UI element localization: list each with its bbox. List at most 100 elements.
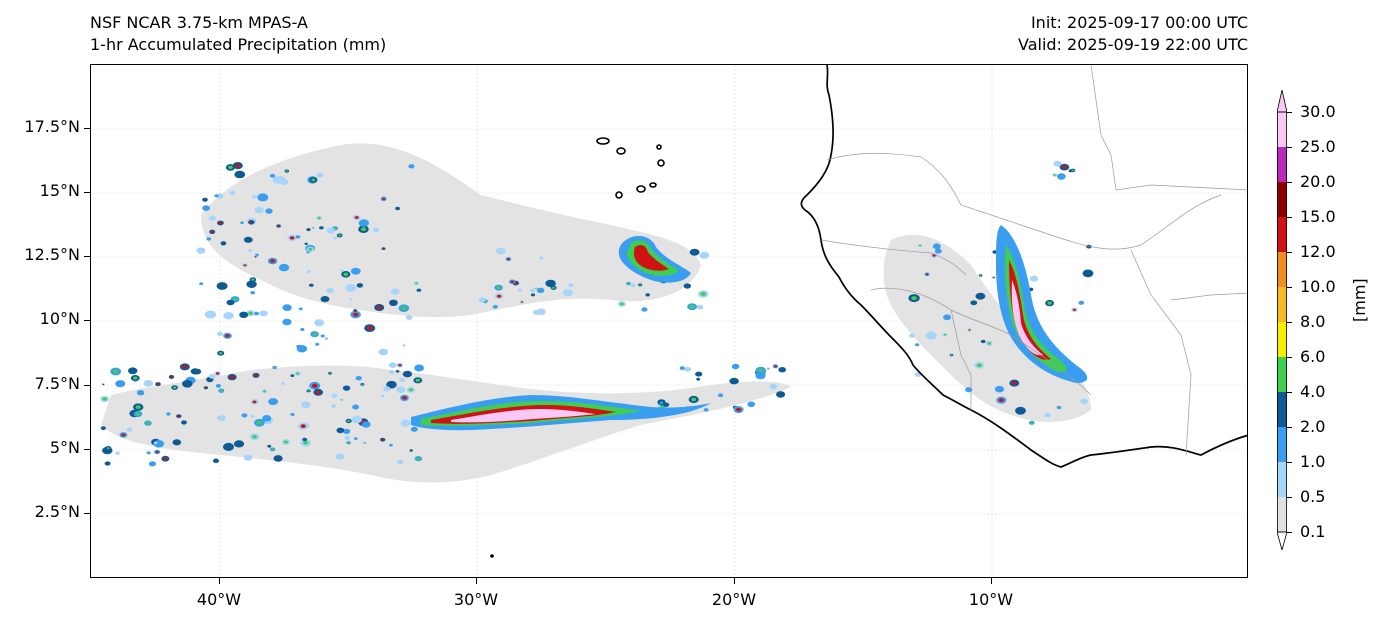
rain-cell xyxy=(240,221,244,225)
rain-cell-core xyxy=(932,254,936,257)
rain-cell-core xyxy=(338,234,342,237)
rain-cell-core xyxy=(520,301,524,303)
ytick-mark xyxy=(84,449,90,450)
cb-label: 10.0 xyxy=(1300,277,1336,296)
rain-cell-core xyxy=(979,274,982,276)
gridlines xyxy=(91,65,1247,577)
map-canvas xyxy=(91,65,1247,577)
rain-cell xyxy=(344,435,350,440)
rain-cell xyxy=(679,366,685,370)
rain-cell-core xyxy=(107,447,110,450)
ytick-mark xyxy=(84,192,90,193)
rain-cell xyxy=(388,362,397,368)
rain-cell-core xyxy=(398,364,402,367)
rain-cell xyxy=(395,206,400,211)
rain-cell-core xyxy=(976,363,982,368)
rain-cell xyxy=(234,170,246,179)
rain-cell xyxy=(208,374,216,379)
colorbar-segment xyxy=(1277,462,1287,497)
ytick-5n: 5°N xyxy=(49,438,80,457)
rain-cell-core xyxy=(273,366,276,369)
rain-cell-core xyxy=(361,383,364,386)
rain-cell xyxy=(333,236,338,240)
rain-cell xyxy=(717,393,724,398)
rain-cell-core xyxy=(232,297,238,301)
xtick-mark xyxy=(219,578,220,584)
cb-label: 15.0 xyxy=(1300,207,1336,226)
rain-cell xyxy=(143,380,154,387)
rain-cell xyxy=(214,194,219,198)
rain-cell xyxy=(326,227,336,234)
rain-cell xyxy=(695,371,703,377)
rain-cell xyxy=(699,251,710,259)
ytick-2-5n: 2.5°N xyxy=(34,502,80,521)
ytick-17-5n: 17.5°N xyxy=(24,117,80,136)
xtick-mark xyxy=(991,578,992,584)
rain-cell-core xyxy=(1071,169,1074,172)
rain-cell xyxy=(314,319,325,327)
rain-cell-core xyxy=(998,398,1004,403)
rain-cell xyxy=(389,370,394,374)
rain-cell xyxy=(233,440,245,448)
rain-cell-core xyxy=(228,165,233,169)
rain-cell xyxy=(755,371,766,380)
rain-cell-core xyxy=(1053,174,1056,176)
rain-cell-core xyxy=(919,244,922,247)
colorbar-tick xyxy=(1287,147,1292,148)
rain-cell xyxy=(268,398,278,406)
rain-cell xyxy=(331,404,337,408)
ytick-mark xyxy=(84,513,90,514)
rain-cell-core xyxy=(249,221,253,224)
ytick-mark xyxy=(84,256,90,257)
rain-cell xyxy=(243,454,253,461)
rain-cell xyxy=(934,248,942,254)
rain-cell-core xyxy=(691,397,697,402)
rain-cell-core xyxy=(496,294,502,298)
rain-cell-core xyxy=(354,309,357,312)
rain-cell xyxy=(265,208,273,214)
rain-cell xyxy=(1015,406,1026,415)
rain-cell xyxy=(298,307,303,311)
colorbar-segment xyxy=(1277,287,1287,322)
rain-cell xyxy=(729,377,739,385)
rain-cell xyxy=(204,310,217,319)
rain-cell xyxy=(229,190,236,195)
rain-cell-core xyxy=(408,388,413,392)
rain-cell xyxy=(253,311,259,316)
rain-cell xyxy=(943,314,952,321)
rain-cell xyxy=(128,367,138,375)
cb-label: 12.0 xyxy=(1300,242,1336,261)
colorbar-segment xyxy=(1277,322,1287,357)
init-time: Init: 2025-09-17 00:00 UTC xyxy=(1030,13,1248,32)
rain-cell xyxy=(970,300,978,306)
rain-cell-core xyxy=(170,375,173,378)
rain-cell xyxy=(320,334,325,338)
rain-cell xyxy=(683,283,691,289)
rain-cell-core xyxy=(219,352,223,355)
rain-cell-core xyxy=(347,441,350,444)
rain-cell xyxy=(378,348,388,356)
rain-cell xyxy=(166,412,171,416)
rain-cell xyxy=(212,458,220,463)
rain-cell xyxy=(769,383,778,390)
rain-cell xyxy=(290,413,295,416)
rain-cell-core xyxy=(619,302,624,306)
rain-cell xyxy=(992,250,998,254)
rain-cell xyxy=(252,195,257,199)
precip-cells xyxy=(100,160,1094,467)
xtick-10w: 10°W xyxy=(968,590,1014,609)
rain-cell xyxy=(402,370,412,378)
rain-cell xyxy=(343,428,351,434)
rain-cell xyxy=(182,380,193,388)
rain-cell xyxy=(402,344,406,347)
colorbar-tick xyxy=(1287,497,1292,498)
rain-cell xyxy=(217,415,226,421)
rain-cell xyxy=(380,394,385,398)
rain-cell xyxy=(273,455,283,462)
rain-cell xyxy=(539,256,544,260)
rain-cell xyxy=(215,384,221,388)
colorbar-tick xyxy=(1287,287,1292,288)
header-right: Init: 2025-09-17 00:00 UTC Valid: 2025-0… xyxy=(1018,12,1248,56)
rain-cell xyxy=(269,173,276,178)
rain-cell xyxy=(545,279,556,288)
